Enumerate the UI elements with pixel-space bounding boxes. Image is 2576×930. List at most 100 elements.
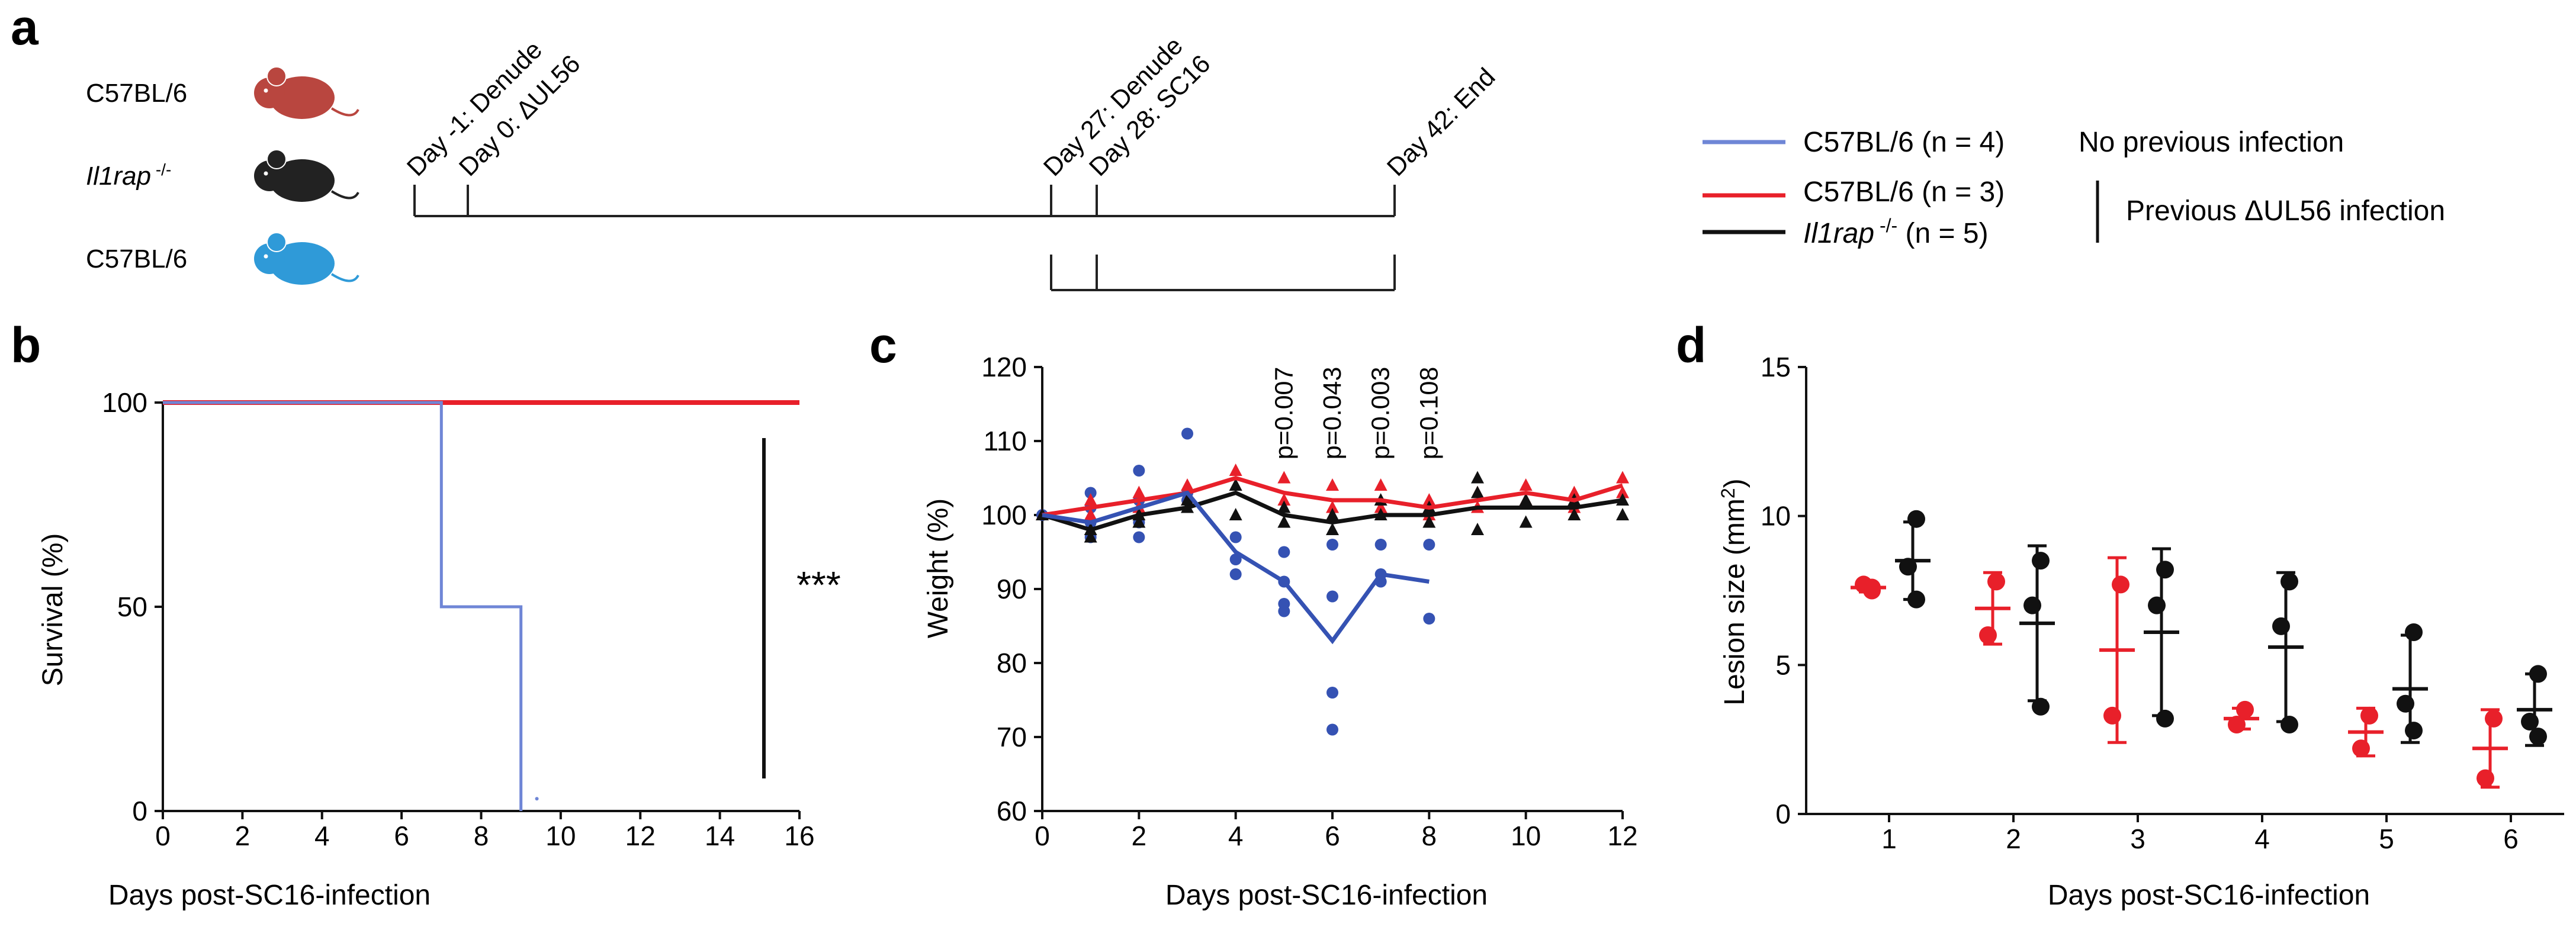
lesion-point-black — [2156, 709, 2174, 728]
mouse-eye — [264, 254, 268, 259]
weight-point-black — [1229, 508, 1242, 520]
significance-label: *** — [796, 564, 841, 606]
weight-point-black — [1132, 515, 1146, 528]
x-tick-label: 5 — [2379, 823, 2394, 854]
weight-point-blue — [1181, 427, 1193, 440]
y-tick-label: 80 — [997, 648, 1027, 678]
lesion-point-red — [1863, 578, 1881, 597]
weight-point-blue — [1326, 590, 1338, 603]
y-tick-label: 120 — [981, 352, 1027, 382]
lesion-point-black — [2529, 728, 2547, 746]
mouse-red-icon — [254, 66, 359, 119]
y-tick-label: 100 — [981, 500, 1027, 530]
weight-mean-line-red — [1042, 475, 1624, 517]
lesion-point-black — [1907, 510, 1925, 528]
x-tick-label: 8 — [474, 820, 489, 851]
x-tick-label: 12 — [1607, 820, 1637, 851]
weight-point-red — [1422, 493, 1436, 506]
weight-point-blue — [1423, 613, 1435, 625]
x-tick-label: 10 — [1511, 820, 1541, 851]
y-tick-label: 60 — [997, 796, 1027, 826]
y-tick-label: 50 — [117, 591, 147, 622]
lesion-point-red — [2477, 769, 2494, 787]
y-tick-label: 5 — [1775, 649, 1791, 680]
panel-c-ylabel: Weight (%) — [923, 498, 954, 639]
weight-point-blue — [1326, 539, 1338, 551]
x-tick-label: 2 — [1132, 820, 1147, 851]
x-tick-label: 2 — [2006, 823, 2021, 854]
legend-label-black: Il1rap -/- (n = 5) — [1803, 215, 1989, 249]
weight-point-blue — [1229, 554, 1242, 565]
weight-point-blue — [1229, 531, 1242, 543]
weight-point-blue — [1326, 723, 1338, 736]
lesion-point-red — [2103, 706, 2121, 725]
weight-point-black — [1277, 500, 1291, 513]
lesion-point-black — [2521, 712, 2539, 731]
lesion-point-red — [2352, 739, 2370, 758]
y-tick-label: 110 — [984, 426, 1027, 456]
panel-c-label: c — [869, 317, 897, 373]
lesion-point-black — [2281, 716, 2298, 733]
pvalue-label: p=0.007 — [1270, 367, 1298, 460]
weight-point-red — [1229, 464, 1242, 476]
lesion-point-black — [2156, 561, 2174, 579]
y-tick-label: 0 — [1775, 799, 1791, 829]
strain-label-2: Il1rap -/- — [86, 160, 171, 191]
lesion-point-red — [2236, 700, 2254, 719]
weight-point-blue — [1084, 487, 1097, 499]
weight-chart: 0 2 4 6 8 10 12 60 70 80 90 100 110 120 p=0.007 p=0.043… — [981, 352, 1637, 851]
x-tick-label: 1 — [1881, 823, 1897, 854]
weight-point-red — [1374, 500, 1387, 513]
y-tick-label: 100 — [102, 387, 147, 418]
y-tick-label: 10 — [1761, 501, 1791, 532]
panel-d-label: d — [1676, 317, 1706, 373]
weight-point-blue — [1326, 687, 1338, 699]
censor-mark — [535, 797, 539, 801]
lesion-point-black — [2405, 623, 2423, 641]
lesion-point-red — [2360, 706, 2378, 725]
lesion-point-black — [2148, 596, 2166, 614]
weight-point-blue — [1133, 531, 1145, 543]
legend-label-red: C57BL/6 (n = 3) — [1803, 176, 2005, 208]
weight-point-red — [1181, 478, 1194, 491]
weight-point-red — [1519, 478, 1533, 491]
lesion-point-black — [2032, 552, 2050, 570]
lesion-point-black — [2023, 596, 2041, 614]
y-tick-label: 70 — [997, 722, 1027, 752]
panel-d-xlabel: Days post-SC16-infection — [2048, 880, 2370, 911]
lesion-point-red — [2112, 575, 2129, 594]
weight-mean-line-blue — [1042, 490, 1430, 645]
strain-label-1: C57BL/6 — [86, 79, 187, 108]
legend-label-blue: C57BL/6 (n = 4) — [1803, 127, 2005, 158]
weight-point-red — [1277, 471, 1291, 484]
lesion-point-black — [2405, 722, 2423, 740]
legend-note-previous: Previous ΔUL56 infection — [2126, 195, 2445, 227]
weight-point-blue — [1133, 465, 1145, 477]
survival-chart: 0 2 4 6 8 10 12 14 16 0 50 100 — [102, 387, 814, 851]
x-tick-label: 0 — [1035, 820, 1050, 851]
legend: C57BL/6 (n = 4) C57BL/6 (n = 3) Il1rap -… — [1703, 127, 2445, 249]
weight-point-black — [1519, 515, 1533, 528]
weight-point-red — [1568, 485, 1581, 498]
mouse-tail — [330, 190, 359, 199]
weight-point-black — [1326, 523, 1339, 535]
weight-point-black — [1471, 523, 1484, 535]
weight-point-blue — [1278, 546, 1290, 558]
weight-point-black — [1229, 478, 1242, 491]
weight-point-black — [1326, 508, 1339, 520]
x-tick-label: 4 — [2254, 823, 2270, 854]
y-tick-label: 0 — [132, 796, 147, 826]
mouse-ear — [266, 149, 287, 169]
weight-point-blue — [1278, 605, 1290, 617]
weight-point-red — [1084, 493, 1097, 506]
legend-note-no-previous: No previous infection — [2079, 127, 2344, 158]
x-tick-label: 8 — [1422, 820, 1437, 851]
weight-point-blue — [1374, 539, 1387, 551]
lesion-point-black — [1907, 590, 1925, 609]
weight-point-black — [1471, 485, 1484, 498]
weight-point-blue — [1229, 568, 1242, 580]
x-tick-label: 12 — [625, 820, 656, 851]
mouse-body — [269, 76, 335, 119]
x-tick-label: 4 — [1228, 820, 1244, 851]
mouse-ear — [266, 232, 287, 252]
